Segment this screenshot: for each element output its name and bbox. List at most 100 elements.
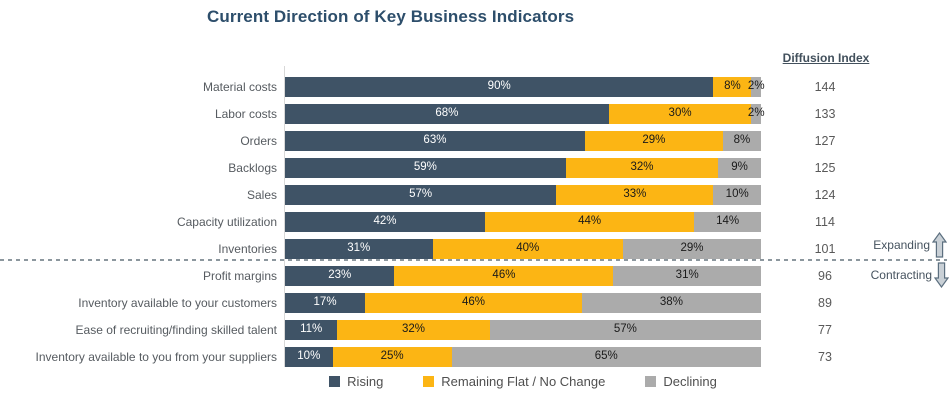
chart-row-ease-of-recruiting-finding-skilled-talent: Ease of recruiting/finding skilled talen…: [0, 316, 950, 343]
segment-value-label: 9%: [731, 160, 748, 173]
segment-value-label: 32%: [402, 322, 426, 335]
segment-value-label: 29%: [642, 133, 666, 146]
diffusion-index-value: 133: [814, 106, 836, 121]
bar-segment-remaining-flat-no-change: 32%: [565, 157, 719, 178]
bar-segment-remaining-flat-no-change: 25%: [332, 346, 452, 367]
segment-value-label: 40%: [516, 241, 540, 254]
legend-swatch-icon: [645, 376, 657, 387]
bar-segment-remaining-flat-no-change: 8%: [713, 76, 752, 97]
bar-segment-declining: 38%: [581, 292, 761, 313]
bar-segment-declining: 9%: [718, 157, 761, 178]
segment-value-label: 23%: [328, 268, 352, 281]
expanding-annotation: Expanding: [873, 232, 947, 258]
bar-segment-declining: 8%: [722, 130, 761, 151]
diffusion-index-value: 73: [818, 349, 832, 364]
chart-row-capacity-utilization: Capacity utilization 42% 44% 14% 114: [0, 208, 950, 235]
bar-segment-remaining-flat-no-change: 32%: [337, 319, 490, 340]
bar-segment-remaining-flat-no-change: 33%: [556, 184, 714, 205]
stacked-bar: 68% 30% 2%: [285, 103, 765, 124]
bar-segment-remaining-flat-no-change: 30%: [608, 103, 752, 124]
stacked-bar: 57% 33% 10%: [285, 184, 761, 205]
stacked-bar: 31% 40% 29%: [285, 238, 761, 259]
category-label: Inventory available to your customers: [78, 295, 277, 310]
diffusion-index-value: 77: [818, 322, 832, 337]
bar-segment-declining: 29%: [622, 238, 761, 259]
diffusion-index-value: 125: [814, 160, 836, 175]
segment-value-label: 59%: [413, 160, 437, 173]
stacked-bar: 63% 29% 8%: [285, 130, 761, 151]
category-label: Inventories: [218, 241, 277, 256]
legend-label: Declining: [663, 374, 717, 389]
segment-value-label: 38%: [659, 295, 683, 308]
chart-row-sales: Sales 57% 33% 10% 124: [0, 181, 950, 208]
diffusion-index-value: 89: [818, 295, 832, 310]
diffusion-index-value: 127: [814, 133, 836, 148]
legend-item-declining: Declining: [645, 374, 717, 389]
diffusion-index-value: 144: [814, 79, 836, 94]
category-label: Capacity utilization: [176, 214, 277, 229]
contracting-label: Contracting: [870, 268, 932, 282]
category-label: Labor costs: [214, 106, 277, 121]
stacked-bar: 59% 32% 9%: [285, 157, 761, 178]
bar-segment-declining: 14%: [694, 211, 761, 232]
diffusion-index-value: 96: [818, 268, 832, 283]
segment-value-label: 46%: [461, 295, 486, 308]
bar-segment-rising: 10%: [285, 346, 333, 367]
segment-value-label: 32%: [630, 160, 654, 173]
legend-swatch-icon: [423, 376, 435, 387]
bar-segment-rising: 63%: [285, 130, 585, 151]
diffusion-index-value: 101: [814, 241, 836, 256]
legend-label: Rising: [347, 374, 384, 389]
diffusion-index-value: 114: [815, 214, 835, 229]
stacked-bar: 10% 25% 65%: [285, 346, 761, 367]
down-block-arrow-icon: [934, 262, 949, 288]
segment-value-label: 33%: [623, 187, 647, 200]
bar-segment-declining: 10%: [713, 184, 761, 205]
bar-segment-remaining-flat-no-change: 46%: [394, 265, 614, 286]
bar-segment-remaining-flat-no-change: 40%: [432, 238, 623, 259]
segment-value-label: 57%: [613, 322, 637, 335]
segment-value-label: 8%: [733, 133, 751, 146]
segment-value-label: 17%: [313, 295, 337, 308]
category-label: Sales: [246, 187, 277, 202]
segment-value-label: 14%: [716, 214, 740, 227]
contracting-annotation: Contracting: [871, 262, 949, 288]
bar-segment-rising: 31%: [285, 238, 433, 259]
segment-value-label: 8%: [724, 79, 741, 92]
segment-value-label: 46%: [492, 268, 516, 281]
category-label: Ease of recruiting/finding skilled talen…: [75, 322, 277, 337]
chart-row-inventory-available-to-your-customers: Inventory available to your customers 17%…: [0, 289, 950, 316]
bar-segment-declining: 2%: [748, 103, 765, 124]
segment-value-label: 10%: [725, 187, 749, 200]
segment-value-label: 90%: [487, 79, 511, 92]
category-label: Inventory available to you from your sup…: [35, 349, 277, 364]
category-label: Profit margins: [202, 268, 277, 283]
stacked-bar: 23% 46% 31%: [285, 265, 761, 286]
bar-segment-rising: 68%: [285, 103, 609, 124]
expanding-contracting-divider: [0, 259, 947, 261]
chart-row-inventory-available-to-you-from-your-suppliers: Inventory available to you from your sup…: [0, 343, 950, 370]
segment-value-label: 44%: [578, 214, 602, 227]
bar-segment-remaining-flat-no-change: 46%: [365, 292, 582, 313]
chart-row-inventories: Inventories 31% 40% 29% 101: [0, 235, 950, 262]
segment-value-label: 25%: [380, 349, 404, 362]
chart-legend: Rising Remaining Flat / No Change Declinin…: [285, 374, 761, 389]
up-block-arrow-icon: [932, 232, 947, 258]
category-label: Backlogs: [228, 160, 277, 175]
expanding-label: Expanding: [873, 238, 930, 252]
segment-value-label: 57%: [409, 187, 433, 200]
bar-segment-rising: 42%: [285, 211, 485, 232]
category-label: Material costs: [202, 79, 277, 94]
legend-item-remaining-flat-no-change: Remaining Flat / No Change: [423, 374, 605, 389]
chart-rows: Material costs 90% 8% 2% 144 Labor costs 68% 30…: [0, 73, 950, 370]
stacked-bar: 90% 8% 2%: [285, 76, 765, 97]
bar-segment-remaining-flat-no-change: 44%: [484, 211, 695, 232]
legend-swatch-icon: [329, 376, 341, 387]
segment-value-label: 31%: [675, 268, 699, 281]
y-axis-line: [284, 66, 285, 367]
chart-row-labor-costs: Labor costs 68% 30% 2% 133: [0, 100, 950, 127]
diffusion-index-value: 124: [814, 187, 836, 202]
bar-segment-declining: 57%: [489, 319, 761, 340]
bar-segment-rising: 59%: [285, 157, 566, 178]
